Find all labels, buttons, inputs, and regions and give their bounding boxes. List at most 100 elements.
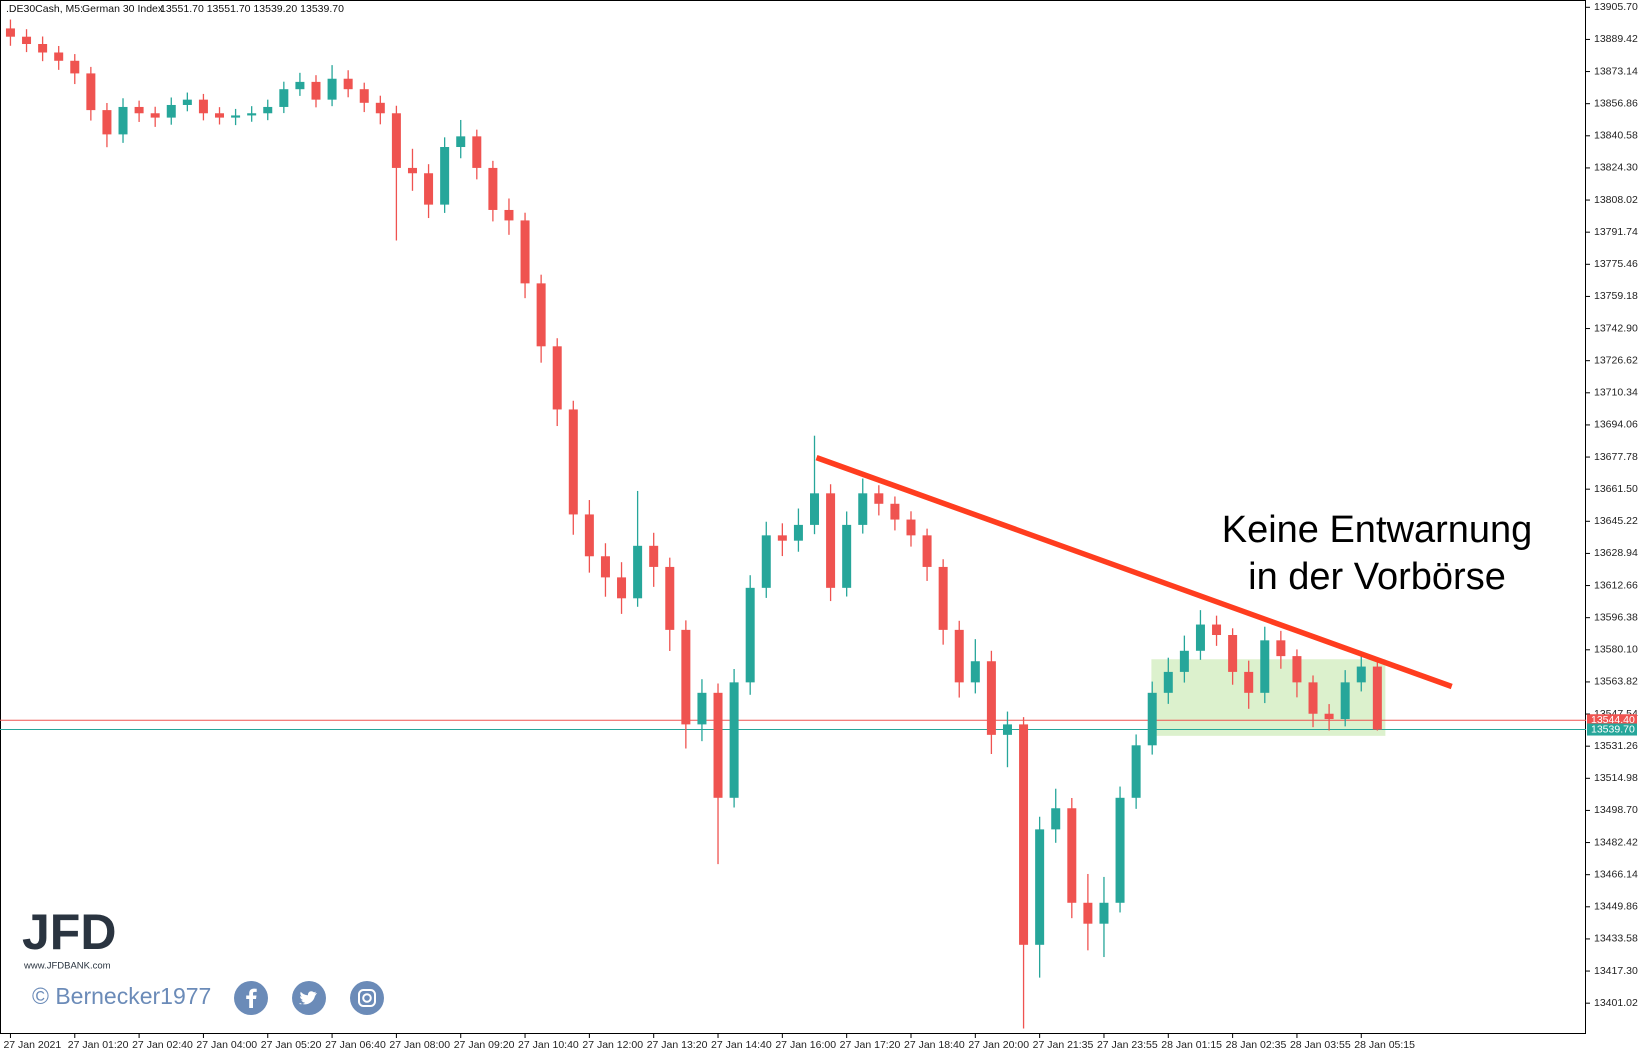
candle-body [488,167,498,210]
candle-body [842,524,852,588]
candle-body [70,60,80,74]
logo-url: www.JFDBANK.com [23,961,111,972]
x-tick-label: 27 Jan 12:00 [582,1039,643,1051]
candle-body [890,503,900,520]
candle-body [182,99,192,105]
y-tick-label: 13808.02 [1594,194,1638,206]
x-tick-label: 28 Jan 05:15 [1354,1039,1415,1051]
annotation-text: Keine Entwarnung [1222,509,1533,551]
candle-body [729,682,739,798]
candle-body [1131,745,1141,798]
y-tick-label: 13759.18 [1594,290,1638,302]
y-tick-label: 13742.90 [1594,322,1638,334]
candle-body [1035,829,1045,945]
candle-body [1260,640,1270,693]
y-tick-label: 13466.14 [1594,868,1638,880]
candle-body [22,36,32,45]
instagram-frame [358,989,376,1007]
x-tick-label: 27 Jan 23:55 [1097,1039,1158,1051]
candle-body [1115,797,1125,903]
y-tick-label: 13791.74 [1594,226,1638,238]
candle-body [938,566,948,630]
y-tick-label: 13726.62 [1594,354,1638,366]
x-tick-label: 28 Jan 01:15 [1161,1039,1222,1051]
x-tick-label: 27 Jan 06:40 [325,1039,386,1051]
x-tick-label: 27 Jan 14:40 [711,1039,772,1051]
instagram-lens [362,993,372,1003]
instrument-name: German 30 Index [82,3,164,15]
x-tick-label: 27 Jan 2021 [3,1039,61,1051]
candle-body [1244,671,1254,693]
facebook-glyph [246,988,257,1008]
candle-body [713,692,723,798]
y-tick-label: 13628.94 [1594,547,1638,559]
y-tick-label: 13840.58 [1594,130,1638,142]
candle-body [375,102,385,114]
candle-body [456,136,466,148]
candle-body [520,220,530,284]
candle-body [810,493,820,525]
candle-body [1212,624,1222,636]
y-tick-label: 13775.46 [1594,258,1638,270]
candle-body [38,44,48,53]
candle-body [1356,666,1366,683]
candle-body [633,545,643,599]
x-tick-label: 28 Jan 02:35 [1226,1039,1287,1051]
x-tick-label: 27 Jan 13:20 [647,1039,708,1051]
y-tick-label: 13661.50 [1594,483,1638,495]
candle-body [247,113,257,116]
price-label: 13539.70 [1591,723,1635,735]
candle-body [359,89,369,103]
x-tick-label: 27 Jan 18:40 [904,1039,965,1051]
candle-body [5,28,15,37]
candle-body [1228,635,1238,672]
candle-body [777,535,787,541]
y-tick-label: 13905.70 [1594,1,1638,13]
candle-body [118,106,128,135]
candle-body [424,173,434,205]
candle-body [279,89,289,107]
candle-body [649,545,659,567]
candle-body [1163,671,1173,693]
candle-body [761,535,771,588]
candle-body [584,514,594,557]
y-tick-label: 13449.86 [1594,901,1638,913]
x-tick-label: 27 Jan 16:00 [775,1039,836,1051]
candle-body [1324,713,1334,720]
candle-body [1051,808,1061,830]
candle-body [826,493,836,588]
candle-body [407,167,417,174]
x-tick-label: 27 Jan 08:00 [389,1039,450,1051]
candle-body [1195,624,1205,651]
candle-body [568,409,578,515]
price-label-box [1587,714,1637,727]
y-tick-label: 13856.86 [1594,97,1638,109]
candle-body [1019,724,1029,945]
candle-body [745,587,755,683]
twitter-glyph [299,991,317,1005]
candle-body [858,493,868,525]
candle-body [150,113,160,118]
instagram-icon [350,981,384,1015]
price-label-box [1587,723,1637,736]
y-tick-label: 13824.30 [1594,162,1638,174]
logo: JFD www.JFDBANK.com [22,904,116,971]
candle-body [391,113,401,168]
candle-body [472,136,482,168]
candle-body [327,78,337,100]
y-tick-label: 13694.06 [1594,419,1638,431]
candle-body [1340,682,1350,720]
candle-body [536,283,546,347]
candle-body [215,113,225,118]
candle-body [1067,808,1077,903]
annotation-text: in der Vorbörse [1248,556,1506,598]
plot [0,19,1586,1029]
x-tick-label: 27 Jan 21:35 [1033,1039,1094,1051]
y-tick-label: 13401.02 [1594,997,1638,1009]
candle-body [552,346,562,410]
credit: © Bernecker1977 [32,983,211,1009]
trendline [815,455,1453,690]
candle-body [102,110,112,135]
